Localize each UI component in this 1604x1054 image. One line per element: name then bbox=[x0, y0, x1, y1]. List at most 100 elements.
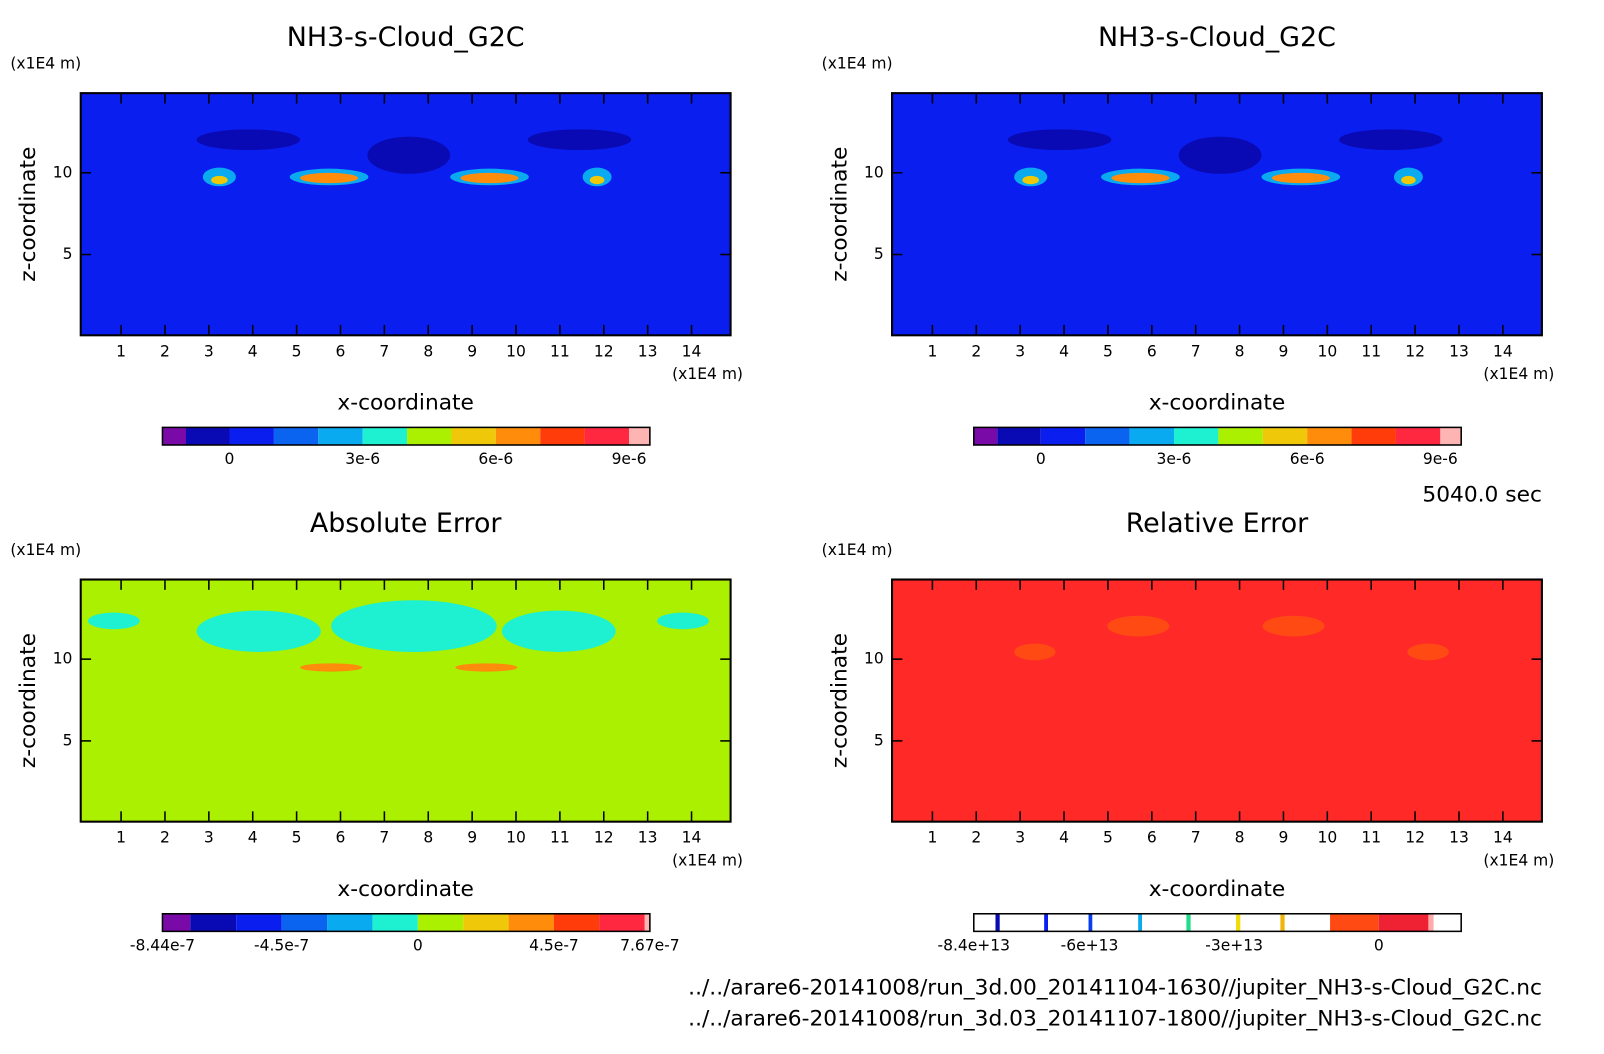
colorbar-tick-label: -8.4e+13 bbox=[937, 936, 1010, 954]
x-unit: (x1E4 m) bbox=[672, 851, 743, 869]
y-unit: (x1E4 m) bbox=[10, 541, 81, 559]
x-tick-label: 3 bbox=[1015, 829, 1025, 847]
colorbar-tick-label: 9e-6 bbox=[612, 450, 647, 468]
y-tick-label: 5 bbox=[63, 731, 73, 749]
x-tick-label: 5 bbox=[292, 342, 302, 360]
x-tick-label: 11 bbox=[1361, 342, 1381, 360]
colorbar-segment bbox=[1142, 913, 1187, 932]
colorbar-segment bbox=[162, 427, 186, 445]
colorbar-segment bbox=[1262, 427, 1308, 445]
colorbar-segment bbox=[1240, 913, 1281, 932]
contour-feature bbox=[1007, 129, 1112, 151]
colorbar-tick-label: 0 bbox=[1374, 936, 1384, 954]
colorbar-segment bbox=[553, 913, 600, 932]
colorbar-segment bbox=[1048, 913, 1089, 932]
x-tick-label: 6 bbox=[1147, 829, 1157, 847]
plot-frame bbox=[890, 92, 1543, 337]
y-axis-label: z-coordinate bbox=[16, 633, 41, 768]
y-unit: (x1E4 m) bbox=[822, 55, 893, 73]
contour-feature bbox=[211, 175, 228, 185]
y-unit: (x1E4 m) bbox=[822, 541, 893, 559]
colorbar-segment bbox=[1284, 913, 1331, 932]
chart-panel: Absolute Error(x1E4 m)1 2 3 4 5 6 7 8 9 10 11 12 13 1… bbox=[10, 508, 743, 954]
chart-title: Absolute Error bbox=[310, 508, 503, 539]
x-tick-label: 2 bbox=[160, 342, 170, 360]
contour-feature bbox=[501, 610, 616, 652]
colorbar-tick-label: 9e-6 bbox=[1423, 450, 1458, 468]
colorbar-tick-label: 7.67e-7 bbox=[620, 936, 680, 954]
contour-feature bbox=[527, 129, 632, 151]
contour-feature bbox=[1262, 615, 1325, 637]
contour-feature bbox=[87, 612, 140, 630]
x-tick-label: 12 bbox=[594, 829, 614, 847]
contour-feature bbox=[1401, 175, 1416, 185]
x-tick-label: 8 bbox=[423, 342, 433, 360]
contour-features bbox=[87, 600, 709, 672]
colorbar-tick-label: 3e-6 bbox=[345, 450, 380, 468]
y-tick-label: 10 bbox=[53, 650, 73, 668]
x-tick-label: 14 bbox=[1493, 342, 1513, 360]
x-tick-label: 3 bbox=[1015, 342, 1025, 360]
x-tick-label: 5 bbox=[1103, 342, 1113, 360]
colorbar-tick-label: 6e-6 bbox=[1290, 450, 1325, 468]
x-tick-label: 1 bbox=[116, 342, 126, 360]
colorbar-frame bbox=[973, 426, 1462, 446]
x-tick-label: 7 bbox=[1191, 829, 1201, 847]
contour-feature bbox=[196, 129, 301, 151]
x-tick-label: 4 bbox=[248, 342, 258, 360]
contour-feature bbox=[1178, 136, 1262, 174]
x-tick-label: 14 bbox=[1493, 829, 1513, 847]
x-tick-label: 4 bbox=[248, 829, 258, 847]
chart-panel: NH3-s-Cloud_G2C(x1E4 m)1 2 3 4 5 6 7 8 9 10 11 12 13… bbox=[10, 22, 743, 468]
colorbar-segment bbox=[185, 427, 230, 445]
file-path: ../../arare6-20141008/run_3d.03_20141107… bbox=[688, 1006, 1542, 1031]
colorbar-segment bbox=[407, 427, 452, 445]
colorbar-frame bbox=[161, 912, 651, 933]
contour-feature bbox=[1107, 615, 1170, 637]
colorbar-segment bbox=[1088, 913, 1093, 932]
x-tick-label: 12 bbox=[594, 342, 614, 360]
y-axis-label: z-coordinate bbox=[16, 147, 41, 282]
x-tick-label: 10 bbox=[506, 829, 526, 847]
x-tick-label: 7 bbox=[379, 829, 389, 847]
contour-feature bbox=[300, 663, 363, 672]
colorbar-segment bbox=[973, 913, 996, 932]
x-tick-label: 9 bbox=[467, 342, 477, 360]
colorbar-tick-label: 3e-6 bbox=[1157, 450, 1192, 468]
contour-feature bbox=[1407, 643, 1449, 661]
colorbar-segment bbox=[1138, 913, 1143, 932]
x-tick-label: 6 bbox=[1147, 342, 1157, 360]
contour-feature bbox=[300, 172, 359, 184]
colorbar-segment bbox=[1395, 427, 1441, 445]
x-tick-label: 13 bbox=[638, 342, 658, 360]
x-tick-label: 2 bbox=[971, 342, 981, 360]
contour-features bbox=[1007, 129, 1443, 187]
x-tick-label: 9 bbox=[1279, 342, 1289, 360]
colorbar-segment bbox=[584, 427, 630, 445]
plot-frame bbox=[79, 92, 732, 337]
colorbar-segment bbox=[417, 913, 464, 932]
x-tick-label: 5 bbox=[292, 829, 302, 847]
contour-feature bbox=[331, 600, 497, 652]
colorbar-tick-label: 0 bbox=[225, 450, 235, 468]
colorbar-segment bbox=[327, 913, 373, 932]
x-unit: (x1E4 m) bbox=[1483, 365, 1554, 383]
colorbar-segment bbox=[1307, 427, 1352, 445]
colorbar-frame bbox=[161, 426, 651, 446]
colorbar-segment bbox=[1190, 913, 1237, 932]
x-tick-label: 11 bbox=[550, 342, 570, 360]
colorbar-segment bbox=[1351, 427, 1396, 445]
file-path: ../../arare6-20141008/run_3d.00_20141104… bbox=[688, 975, 1542, 1000]
colorbar-segment bbox=[463, 913, 509, 932]
colorbar-segment bbox=[1236, 913, 1241, 932]
x-tick-label: 6 bbox=[336, 829, 346, 847]
colorbar-segment bbox=[190, 913, 237, 932]
colorbar-segment bbox=[229, 427, 274, 445]
chart-panel: Relative Error(x1E4 m)1 2 3 4 5 6 7 8 9 10 11 12 13 1… bbox=[822, 508, 1555, 954]
x-tick-label: 9 bbox=[467, 829, 477, 847]
contour-feature bbox=[589, 175, 605, 185]
colorbar-tick-label: -8.44e-7 bbox=[130, 936, 195, 954]
y-tick-label: 10 bbox=[53, 163, 73, 181]
x-tick-label: 1 bbox=[927, 342, 937, 360]
x-tick-label: 1 bbox=[927, 829, 937, 847]
